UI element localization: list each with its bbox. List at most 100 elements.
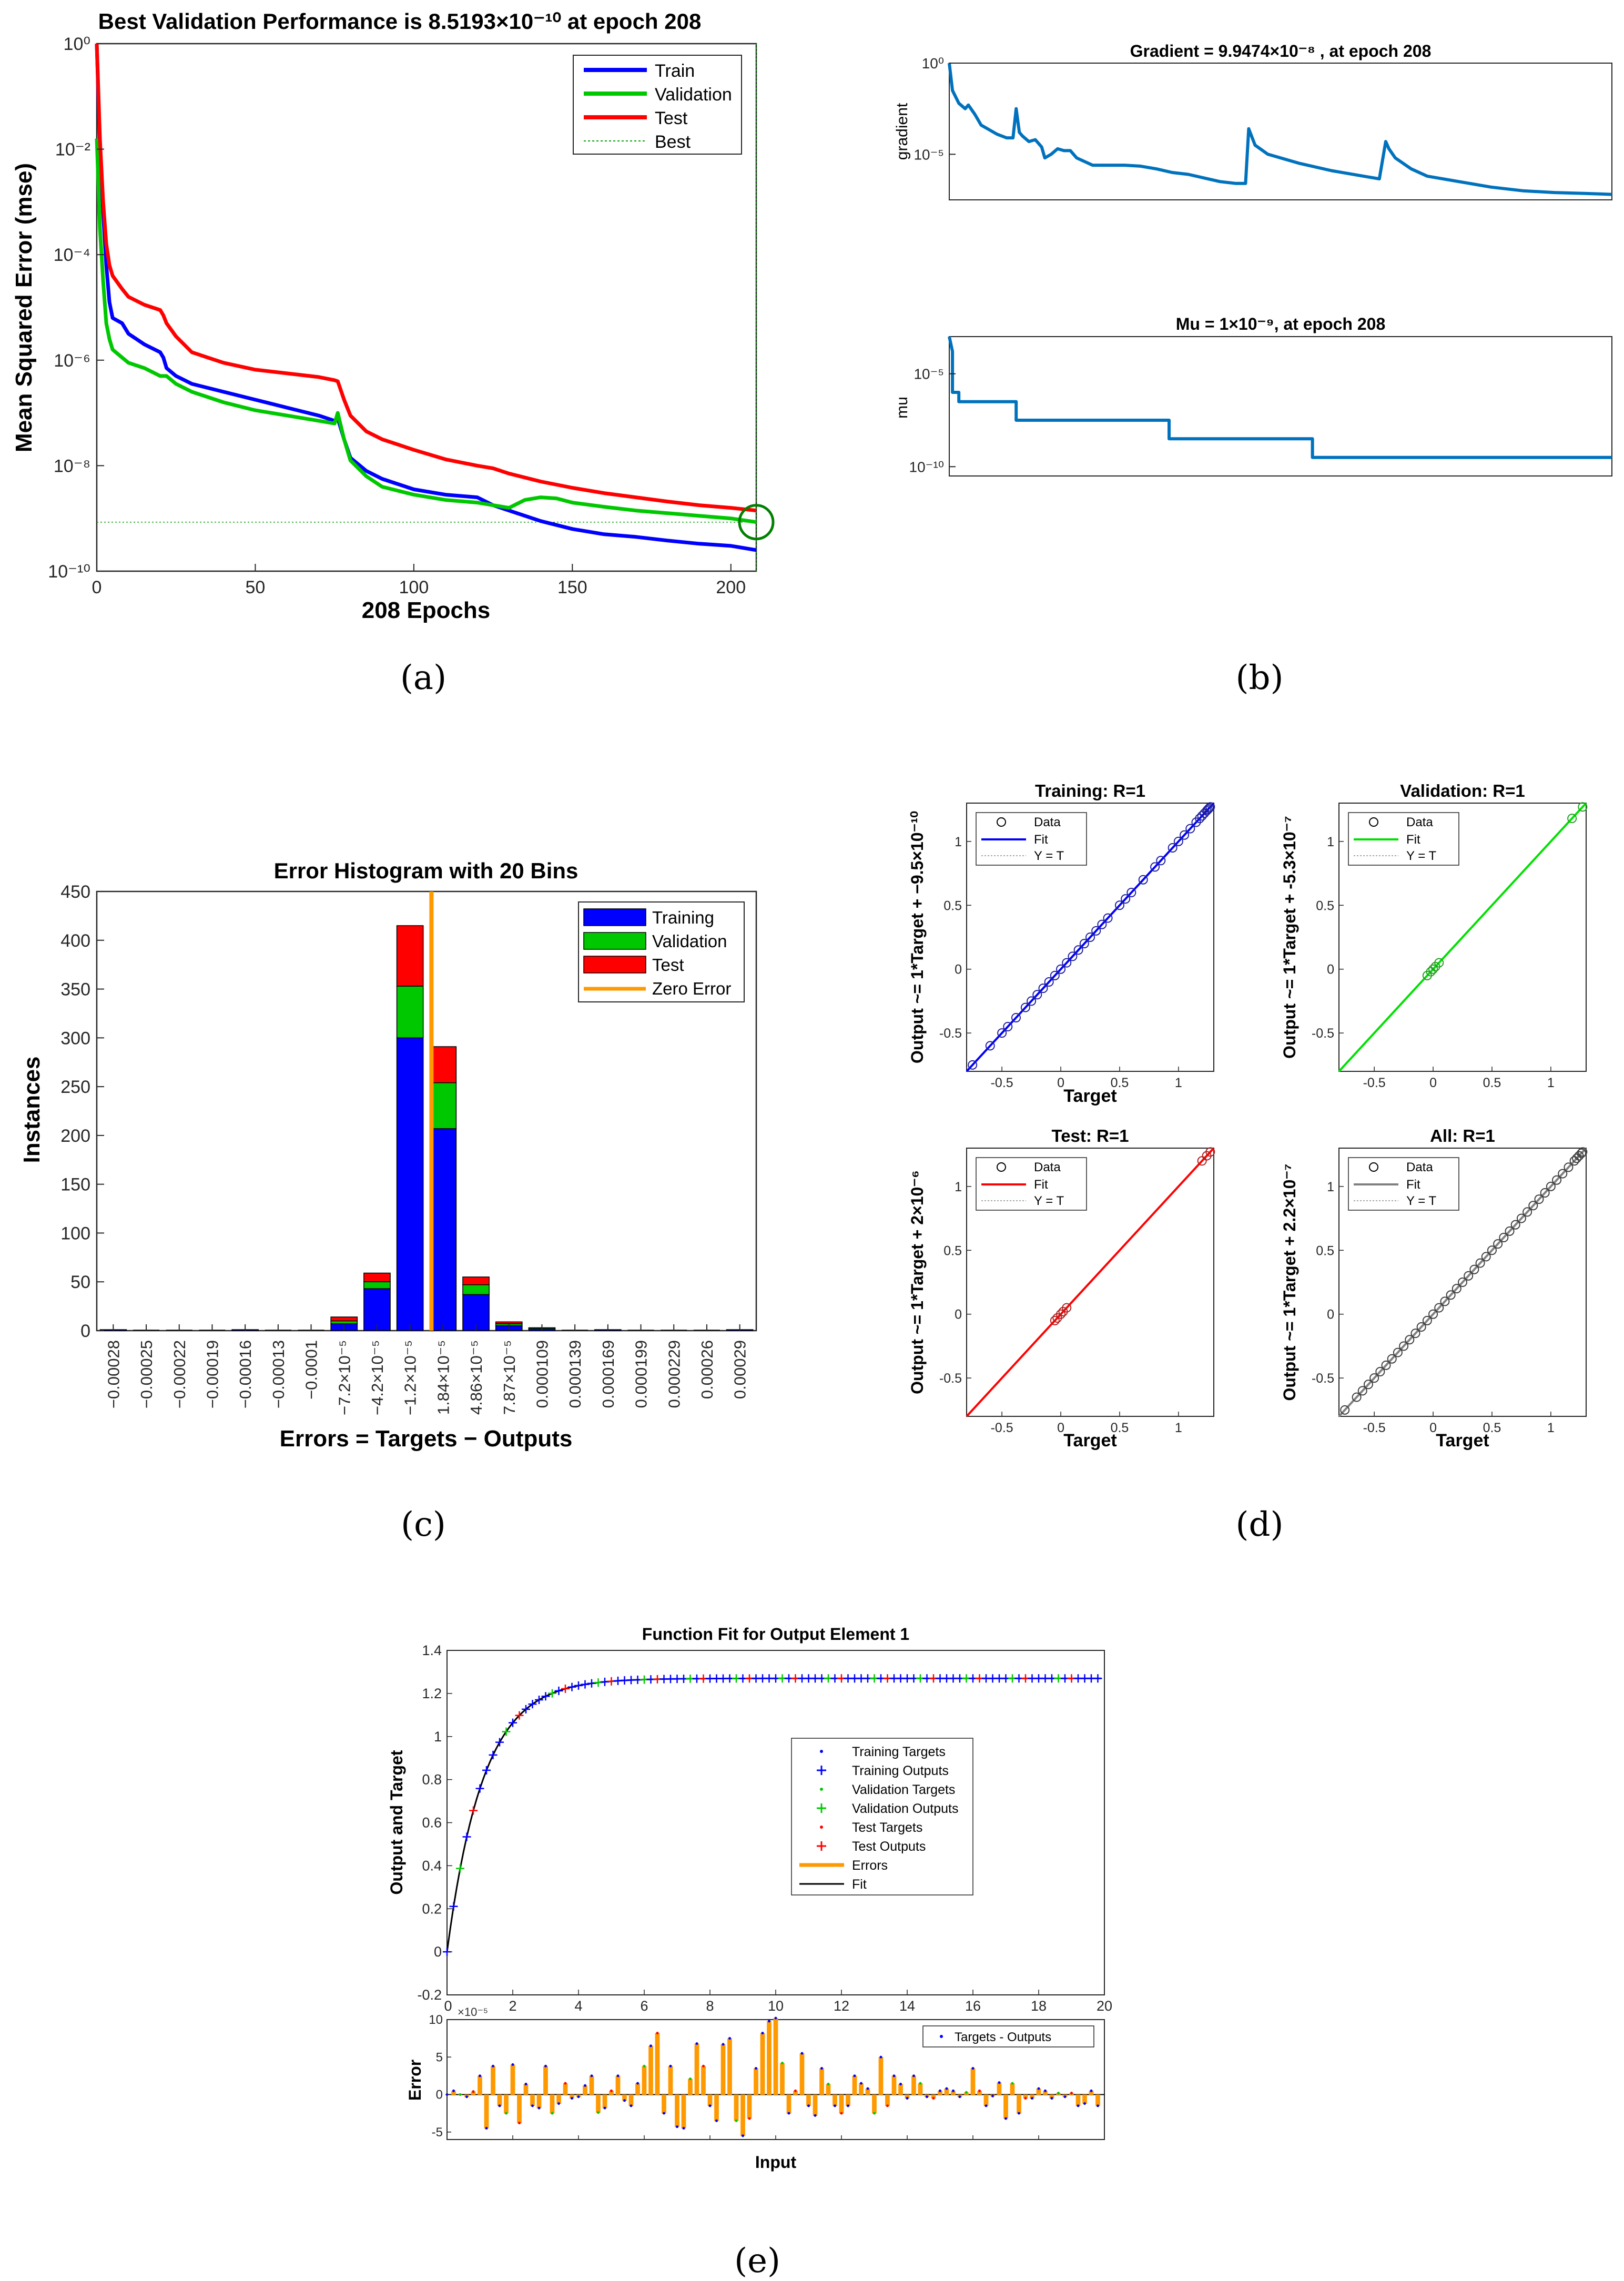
data-point — [1097, 919, 1107, 929]
error-bar — [1030, 2094, 1034, 2099]
legend-training-label: Training — [652, 908, 714, 927]
error-legend-marker — [940, 2035, 943, 2038]
error-point — [860, 2082, 862, 2085]
data-point — [1578, 802, 1588, 812]
regression-ylabel: Output ~= 1*Target + 2.2×10⁻⁷ — [1280, 1164, 1299, 1401]
error-point — [597, 2111, 600, 2114]
error-bar — [556, 2094, 561, 2104]
error-bar — [839, 2094, 844, 2114]
x-tick-label: 0 — [92, 577, 102, 597]
data-point — [1352, 1392, 1362, 1402]
error-point — [1018, 2112, 1020, 2115]
data-point — [1203, 805, 1213, 815]
x-tick-label: 10 — [768, 1998, 784, 2014]
regression-ylabel: Output ~= 1*Target + -5.3×10⁻⁷ — [1280, 816, 1299, 1059]
bar-test — [429, 1046, 457, 1083]
bar-validation — [330, 1320, 358, 1324]
y-tick-label: 0.4 — [422, 1858, 442, 1873]
error-point — [610, 2089, 613, 2092]
output-marker-training — [567, 1682, 576, 1691]
data-point — [1499, 1233, 1509, 1242]
error-point — [1050, 2097, 1053, 2100]
panel-e-title: Function Fit for Output Element 1 — [642, 1625, 909, 1644]
error-point — [919, 2082, 922, 2085]
y-tick-label: 0.5 — [943, 1243, 962, 1258]
error-point — [991, 2094, 994, 2097]
panel-e-legend: Training Targets Training Outputs Validati… — [791, 1738, 973, 1895]
error-point — [1044, 2089, 1047, 2092]
data-point — [1205, 802, 1215, 812]
legend-data-label: Data — [1034, 815, 1061, 829]
y-tick-label: 10⁻¹⁰ — [48, 562, 90, 582]
x-tick-label: −0.00019 — [203, 1340, 221, 1408]
error-bar — [799, 2053, 805, 2095]
error-point — [840, 2112, 843, 2115]
data-point — [1197, 811, 1207, 821]
legend-test-swatch — [583, 956, 646, 974]
error-point — [787, 2112, 790, 2115]
error-bar — [675, 2094, 679, 2127]
y-tick-label: 10⁻⁸ — [54, 456, 90, 476]
bar-test — [495, 1321, 523, 1324]
panel-b-gradient-ylabel: gradient — [894, 103, 911, 160]
data-point — [985, 1041, 995, 1051]
y-tick-label: 250 — [60, 1077, 90, 1097]
panel-b-mu-title: Mu = 1×10⁻⁹, at epoch 208 — [1176, 315, 1385, 333]
error-bar — [1023, 2094, 1028, 2099]
error-bar — [918, 2083, 923, 2095]
data-point — [1569, 1156, 1579, 1166]
legend-best-label: Best — [655, 132, 691, 152]
legend-validation-label: Validation — [652, 931, 727, 951]
x-tick-label: −0.00025 — [137, 1340, 156, 1408]
series-test-line — [95, 43, 757, 513]
legend-marker — [817, 1766, 826, 1775]
error-bar — [905, 2094, 910, 2099]
fit-line — [1338, 1147, 1587, 1417]
error-bar — [628, 2094, 634, 2106]
data-point — [1369, 1373, 1379, 1383]
x-tick-label: 200 — [716, 577, 746, 597]
panel-e-xlabel: Input — [755, 2153, 797, 2172]
error-bar — [911, 2075, 916, 2095]
error-point — [479, 2074, 481, 2077]
legend-marker — [817, 1841, 826, 1851]
error-bar — [773, 2018, 778, 2095]
legend-train-label: Train — [655, 61, 695, 81]
legend-fit-label: Fit — [1034, 1178, 1048, 1192]
output-marker-test — [561, 1684, 570, 1693]
x-tick-label: -0.5 — [991, 1076, 1013, 1090]
x-tick-label: 150 — [557, 577, 587, 597]
error-bar — [720, 2044, 726, 2095]
legend-marker — [820, 1826, 823, 1829]
error-point — [800, 2052, 804, 2055]
y-tick-label: 0.5 — [1316, 1243, 1334, 1258]
x-tick-label: 0.5 — [1111, 1076, 1129, 1090]
y-tick-label: 1 — [1327, 1180, 1334, 1194]
y-tick-label: 1 — [955, 835, 962, 849]
panel-b-mu-axes — [949, 336, 1612, 477]
error-bar — [688, 2079, 693, 2095]
error-point — [820, 2067, 823, 2070]
data-point — [1027, 996, 1037, 1006]
data-point — [1150, 862, 1160, 872]
error-point — [623, 2099, 626, 2102]
y-tick-label: 10⁰ — [64, 34, 90, 54]
error-bar — [648, 2045, 653, 2095]
error-bar — [570, 2094, 574, 2099]
legend-validation-swatch — [583, 932, 646, 950]
error-point — [649, 2044, 652, 2047]
error-bar — [780, 2063, 785, 2095]
mu-y-tick-label: 10⁻⁵ — [914, 366, 944, 382]
output-marker-training — [528, 1700, 537, 1709]
error-bar — [878, 2057, 884, 2095]
legend-zero-error-label: Zero Error — [652, 979, 731, 998]
panel-e-error-legend: Targets - Outputs — [922, 2025, 1094, 2047]
x-tick-label: 7.87×10⁻⁵ — [500, 1340, 519, 1415]
panel-d-label: (d) — [1236, 1505, 1284, 1544]
error-bar — [484, 2094, 489, 2129]
y-tick-label: 100 — [60, 1223, 90, 1243]
data-point — [1168, 843, 1178, 853]
data-point — [1487, 1245, 1497, 1255]
error-point — [774, 2016, 777, 2020]
regression-xlabel: Target — [1063, 1431, 1116, 1451]
